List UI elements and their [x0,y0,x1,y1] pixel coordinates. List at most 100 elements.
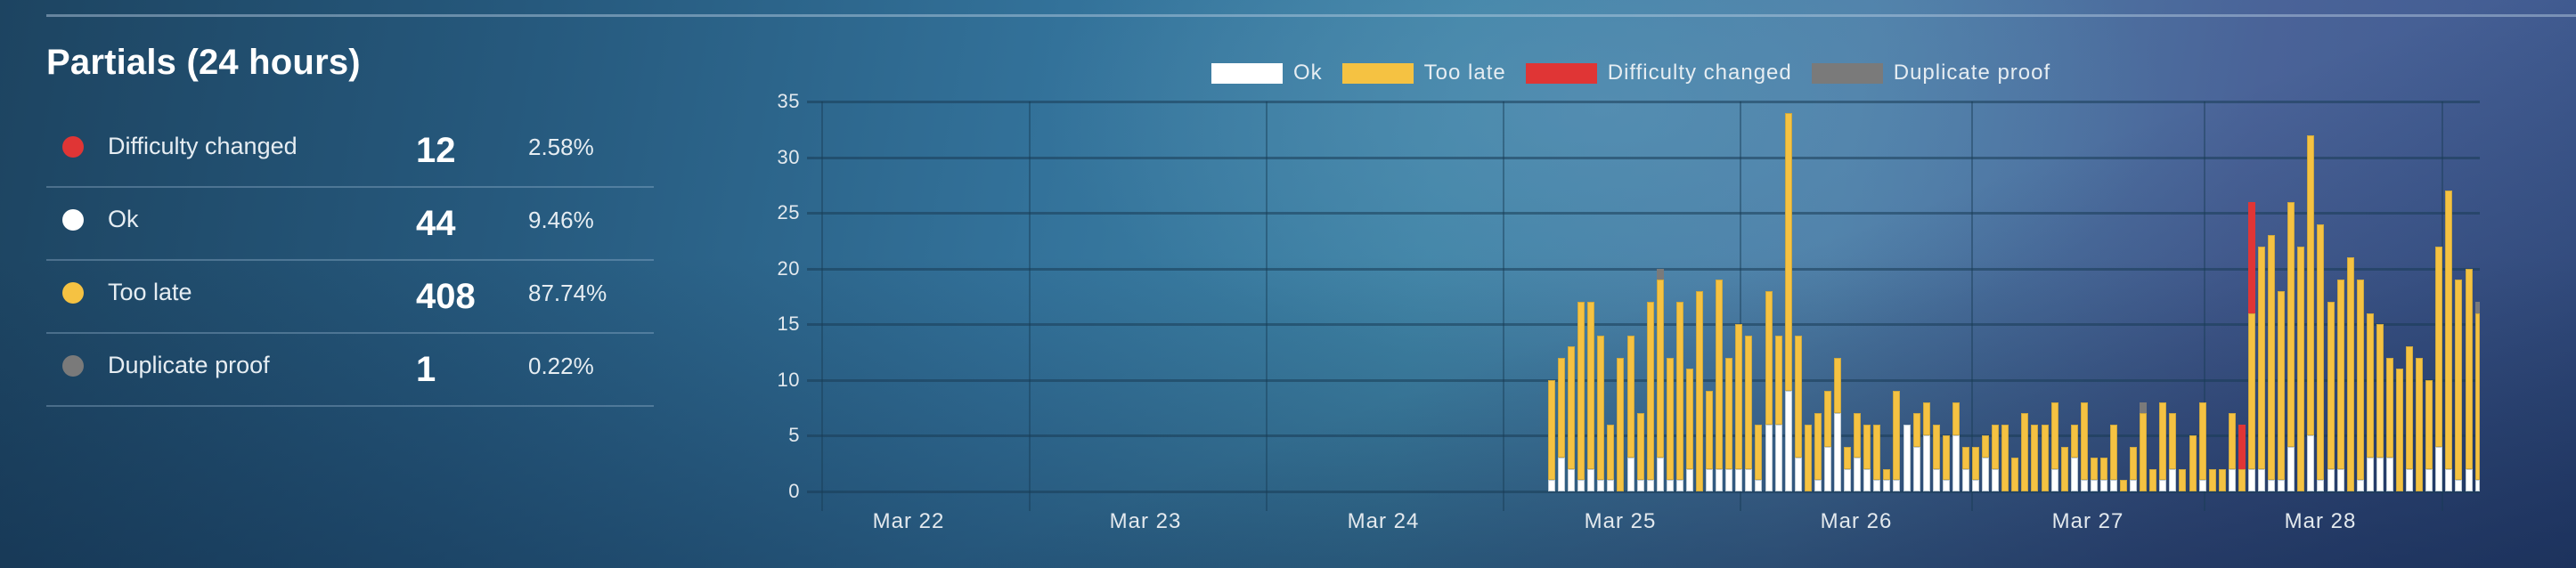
bar-hour[interactable] [1755,424,1763,491]
bar-hour[interactable] [2268,235,2276,491]
legend-item-duplicate-proof[interactable]: Duplicate proof [1811,61,2050,85]
bar-hour[interactable] [2041,424,2049,491]
bar-hour[interactable] [2031,424,2039,491]
bar-hour[interactable] [1617,357,1625,491]
bar-hour[interactable] [1823,391,1831,491]
bar-hour[interactable] [1656,268,1664,491]
bar-hour[interactable] [2425,379,2433,491]
bar-hour[interactable] [1903,424,1911,491]
bar-hour[interactable] [1863,424,1871,491]
bar-hour[interactable] [2278,290,2286,491]
bar-hour[interactable] [1558,357,1566,491]
bar-hour[interactable] [1675,302,1683,491]
bar-hour[interactable] [2080,402,2088,491]
bar-hour[interactable] [2060,446,2068,491]
bar-hour[interactable] [1548,379,1555,491]
legend-item-difficulty-changed[interactable]: Difficulty changed [1525,61,1792,85]
bar-hour[interactable] [2366,312,2374,491]
bar-hour[interactable] [2287,201,2295,491]
bar-hour[interactable] [1577,302,1586,491]
bar-hour[interactable] [2327,302,2335,491]
bar-hour[interactable] [1626,335,1634,491]
bar-hour[interactable] [2396,369,2404,491]
bar-hour[interactable] [1794,335,1802,491]
bar-hour[interactable] [2346,257,2354,491]
bar-hour[interactable] [1972,446,1979,491]
bar-hour[interactable] [2149,468,2157,491]
bar-hour[interactable] [2208,468,2216,491]
bar-hour[interactable] [1961,446,1969,491]
bar-hour[interactable] [2465,268,2473,491]
bar-hour[interactable] [1883,468,1891,491]
bar-hour[interactable] [1716,280,1724,491]
bar-hour[interactable] [1725,357,1733,491]
bar-hour[interactable] [1834,357,1842,491]
bar-hour[interactable] [2445,191,2453,491]
bar-hour[interactable] [2179,468,2187,491]
bar-hour[interactable] [2050,402,2058,491]
bar-hour[interactable] [2090,458,2098,491]
bar-hour[interactable] [2238,424,2246,491]
bar-hour[interactable] [1774,335,1782,491]
bar-hour[interactable] [1597,335,1605,491]
bar-hour[interactable] [1706,391,1714,491]
bar-hour[interactable] [2385,357,2393,491]
bar-hour[interactable] [1784,112,1792,491]
bar-hour[interactable] [2258,246,2266,491]
bar-hour[interactable] [2130,446,2138,491]
bar-segment-late [1706,391,1714,469]
bar-hour[interactable] [2406,346,2414,491]
bar-hour[interactable] [1932,424,1940,491]
legend-item-too-late[interactable]: Too late [1341,61,1506,85]
bar-hour[interactable] [2109,424,2117,491]
bar-hour[interactable] [2228,413,2236,491]
bar-hour[interactable] [2474,302,2480,491]
bar-hour[interactable] [2120,480,2128,491]
bar-hour[interactable] [2297,246,2305,491]
bar-hour[interactable] [2455,280,2463,491]
bar-hour[interactable] [2099,458,2107,491]
bar-hour[interactable] [1854,413,1862,491]
bar-hour[interactable] [1666,357,1674,491]
bar-hour[interactable] [1912,413,1920,491]
bar-hour[interactable] [1942,435,1950,491]
bar-hour[interactable] [1814,413,1822,491]
bar-hour[interactable] [1804,424,1812,491]
bar-hour[interactable] [2070,424,2078,491]
bar-hour[interactable] [1607,424,1615,491]
bar-hour[interactable] [2218,468,2226,491]
bar-hour[interactable] [1735,324,1743,491]
bar-hour[interactable] [1992,424,2000,491]
bar-hour[interactable] [2307,134,2315,491]
bar-hour[interactable] [1685,369,1693,491]
bar-hour[interactable] [1696,290,1704,491]
bar-hour[interactable] [2435,246,2443,491]
bar-hour[interactable] [2189,435,2197,491]
bar-hour[interactable] [1587,302,1595,491]
bar-hour[interactable] [2159,402,2167,491]
bar-hour[interactable] [2169,413,2177,491]
bar-hour[interactable] [2247,201,2255,491]
bar-hour[interactable] [1844,446,1852,491]
bar-hour[interactable] [2021,413,2029,491]
bar-hour[interactable] [1745,335,1753,491]
bar-hour[interactable] [1922,402,1930,491]
bar-hour[interactable] [2140,402,2148,491]
bar-hour[interactable] [2416,357,2424,491]
bar-hour[interactable] [1765,290,1773,491]
bar-hour[interactable] [2011,458,2019,491]
bar-hour[interactable] [1873,424,1881,491]
bar-hour[interactable] [1636,413,1644,491]
bar-hour[interactable] [1646,302,1654,491]
bar-hour[interactable] [2317,223,2325,491]
bar-hour[interactable] [1568,346,1576,491]
bar-hour[interactable] [2198,402,2206,491]
bar-hour[interactable] [1982,435,1990,491]
bar-hour[interactable] [2376,324,2384,491]
bar-hour[interactable] [1952,402,1960,491]
bar-hour[interactable] [2356,280,2364,491]
bar-hour[interactable] [2336,280,2344,491]
legend-item-ok[interactable]: Ok [1211,61,1323,85]
bar-hour[interactable] [1893,391,1901,491]
bar-hour[interactable] [2001,424,2009,491]
